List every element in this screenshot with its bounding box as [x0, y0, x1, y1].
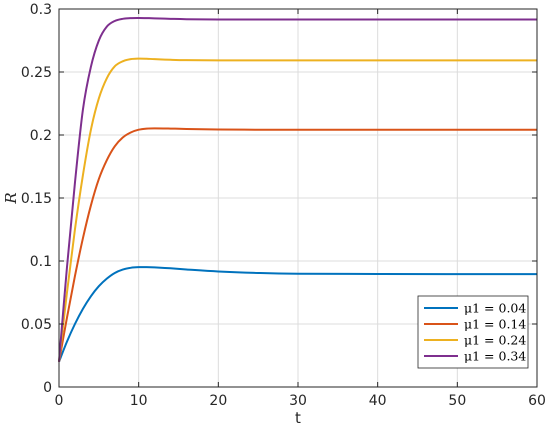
series-line — [58, 16, 537, 362]
y-tick-label: 0.2 — [30, 128, 52, 144]
x-tick-label: 60 — [528, 393, 546, 409]
x-tick-label: 40 — [369, 393, 387, 409]
legend-label: μ1 = 0.04 — [464, 301, 526, 316]
series-line — [58, 127, 538, 362]
series-layer — [58, 16, 538, 363]
legend-label: μ1 = 0.14 — [464, 317, 526, 332]
x-axis-label: t — [295, 409, 301, 427]
series-line — [58, 266, 538, 363]
y-tick-label: 0.15 — [21, 191, 52, 207]
x-tick-label: 0 — [55, 393, 64, 409]
y-tick-label: 0.3 — [30, 2, 52, 18]
legend-label: μ1 = 0.24 — [464, 333, 526, 348]
ticks — [58, 8, 538, 388]
y-tick-label: 0.1 — [30, 254, 52, 270]
grid — [59, 9, 537, 387]
x-tick-label: 30 — [289, 393, 307, 409]
x-tick-label: 50 — [448, 393, 466, 409]
y-tick-label: 0.25 — [21, 65, 52, 81]
y-tick-label: 0.05 — [21, 317, 52, 333]
tick-labels: 0 10 20 30 40 50 60 0 0.05 0.1 0.15 0.2 0.25 0.3 — [21, 2, 546, 409]
x-tick-label: 20 — [209, 393, 227, 409]
x-tick-label: 10 — [130, 393, 148, 409]
legend-label: μ1 = 0.34 — [464, 349, 526, 364]
y-axis-label: R — [2, 192, 20, 204]
y-tick-label: 0 — [43, 380, 52, 396]
series-line — [58, 57, 537, 362]
